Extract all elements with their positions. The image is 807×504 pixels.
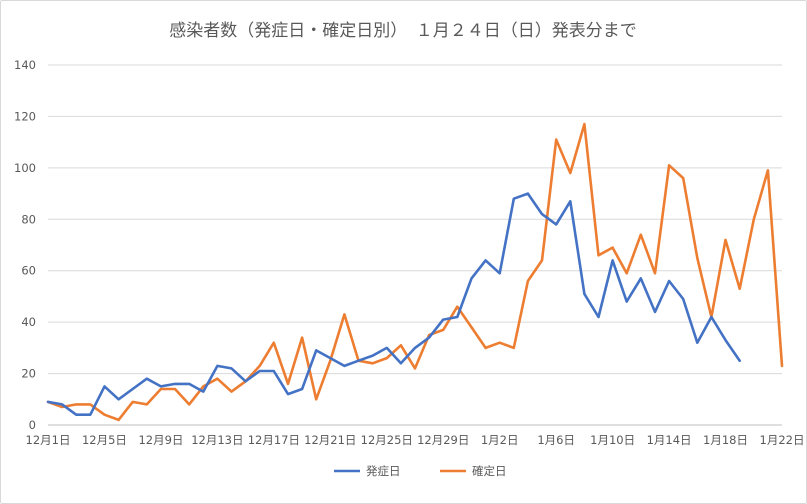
legend: 発症日 確定日 (334, 464, 507, 478)
chart-title: 感染者数（発症日・確定日別） １月２４日（日）発表分まで (169, 21, 637, 41)
x-tick-label: 12月9日 (138, 433, 183, 447)
x-tick-label: 12月1日 (26, 433, 71, 447)
y-tick-label: 40 (21, 315, 36, 329)
x-tick-label: 1月14日 (647, 433, 692, 447)
x-tick-label: 12月17日 (248, 433, 300, 447)
legend-label: 確定日 (472, 464, 507, 478)
x-tick-label: 1月6日 (537, 433, 575, 447)
legend-item: 発症日 (334, 464, 401, 478)
x-tick-label: 12月5日 (82, 433, 127, 447)
x-tick-label: 12月25日 (361, 433, 413, 447)
y-tick-label: 120 (14, 109, 36, 123)
y-axis-ticks: 0 20 40 60 80 100 120 140 (14, 58, 36, 432)
y-tick-label: 140 (14, 58, 36, 72)
y-tick-label: 0 (29, 418, 36, 432)
x-tick-label: 12月21日 (304, 433, 356, 447)
series-lines (46, 122, 784, 422)
x-tick-label: 1月2日 (481, 433, 519, 447)
y-tick-label: 60 (21, 264, 36, 278)
legend-label: 発症日 (366, 464, 401, 478)
x-axis-ticks: 12月1日 12月5日 12月9日 12月13日 12月17日 12月21日 12月25日 1… (26, 433, 805, 447)
x-tick-label: 1月22日 (760, 433, 805, 447)
x-tick-label: 12月13日 (191, 433, 243, 447)
x-tick-label: 1月18日 (703, 433, 748, 447)
series-1 (46, 192, 742, 417)
y-tick-label: 80 (21, 212, 36, 226)
grid-lines (48, 64, 782, 426)
series-line (46, 122, 784, 422)
series-2 (46, 122, 784, 422)
x-tick-label: 1月10日 (590, 433, 635, 447)
legend-item: 確定日 (440, 464, 507, 478)
x-tick-label: 12月29日 (417, 433, 469, 447)
y-tick-label: 20 (21, 367, 36, 381)
series-line (46, 192, 742, 417)
y-tick-label: 100 (14, 161, 36, 175)
